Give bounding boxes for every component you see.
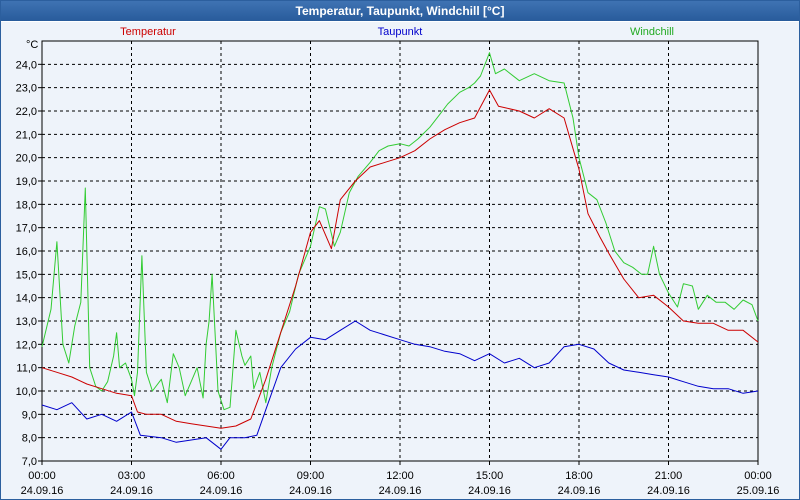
grid-lines [42, 41, 758, 461]
y-tick-label: 15,0 [16, 269, 37, 281]
y-tick-label: 24,0 [16, 59, 37, 71]
x-tick-time: 18:00 [565, 470, 593, 482]
x-tick-time: 12:00 [386, 470, 414, 482]
x-tick-time: 21:00 [655, 470, 683, 482]
y-tick-label: 17,0 [16, 223, 37, 235]
data-series [41, 52, 759, 450]
legend-taupunkt: Taupunkt [378, 26, 423, 38]
y-tick-label: 21,0 [16, 129, 37, 141]
legend-temperatur: Temperatur [120, 26, 176, 38]
y-tick-label: 10,0 [16, 386, 37, 398]
y-axis: 7,0 8,0 9,0 10,0 11,0 12,0 13,0 14,0 15,0 16,0 17,… [16, 59, 42, 468]
x-tick-time: 03:00 [118, 470, 146, 482]
y-tick-label: 18,0 [16, 199, 37, 211]
x-tick-date: 24.09.16 [110, 485, 153, 497]
x-tick-time: 00:00 [744, 470, 772, 482]
x-tick-date: 24.09.16 [21, 485, 64, 497]
x-tick-time: 06:00 [207, 470, 235, 482]
series-taupunkt-line [41, 320, 759, 450]
y-axis-unit: °C [26, 39, 38, 51]
y-tick-label: 12,0 [16, 339, 37, 351]
y-tick-label: 22,0 [16, 106, 37, 118]
x-tick-date: 24.09.16 [379, 485, 422, 497]
x-tick-time: 15:00 [476, 470, 504, 482]
series-windchill-line [41, 52, 759, 411]
y-tick-label: 13,0 [16, 316, 37, 328]
x-tick-date: 24.09.16 [200, 485, 243, 497]
y-tick-label: 9,0 [22, 409, 37, 421]
y-tick-label: 16,0 [16, 246, 37, 258]
window-title: Temperatur, Taupunkt, Windchill [°C] [1, 1, 799, 21]
x-axis: 00:00 24.09.16 03:00 24.09.16 06:00 24.09.16 0… [21, 461, 780, 497]
y-tick-label: 7,0 [22, 456, 37, 468]
y-tick-label: 14,0 [16, 293, 37, 305]
x-tick-time: 09:00 [297, 470, 325, 482]
x-tick-date: 24.09.16 [468, 485, 511, 497]
y-tick-label: 19,0 [16, 176, 37, 188]
y-tick-label: 20,0 [16, 153, 37, 165]
x-tick-time: 00:00 [28, 470, 56, 482]
x-tick-date: 24.09.16 [647, 485, 690, 497]
x-tick-date: 24.09.16 [289, 485, 332, 497]
x-tick-date: 24.09.16 [558, 485, 601, 497]
y-tick-label: 23,0 [16, 83, 37, 95]
legend-windchill: Windchill [630, 26, 674, 38]
series-temperatur-line [41, 89, 759, 429]
x-tick-date: 25.09.16 [737, 485, 780, 497]
y-tick-label: 8,0 [22, 433, 37, 445]
y-tick-label: 11,0 [16, 363, 37, 375]
